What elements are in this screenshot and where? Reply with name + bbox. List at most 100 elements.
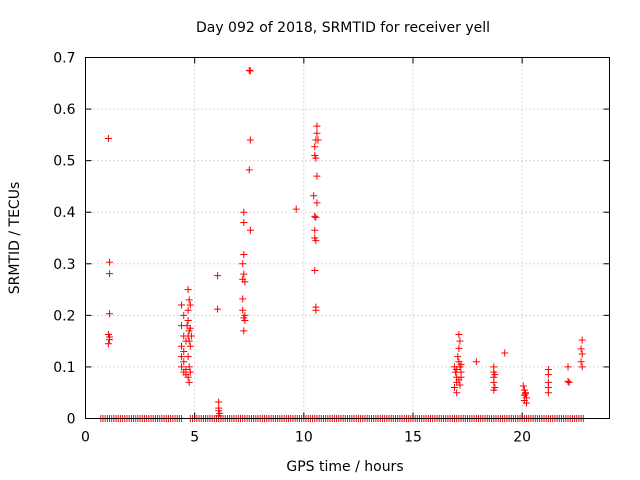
data-point bbox=[180, 358, 188, 366]
data-point bbox=[184, 353, 192, 361]
data-point bbox=[240, 251, 248, 259]
data-point bbox=[521, 390, 529, 398]
data-point bbox=[457, 360, 465, 368]
data-point bbox=[245, 166, 253, 174]
plot-area-frame bbox=[85, 57, 610, 419]
data-point bbox=[312, 237, 320, 245]
data-point bbox=[577, 358, 585, 366]
data-point bbox=[544, 389, 552, 397]
data-point bbox=[312, 154, 320, 162]
data-point bbox=[578, 350, 586, 358]
data-point bbox=[312, 213, 320, 221]
data-point bbox=[523, 399, 531, 407]
data-point bbox=[187, 332, 195, 340]
data-point bbox=[240, 208, 248, 216]
data-point bbox=[311, 212, 319, 220]
data-point bbox=[180, 311, 188, 319]
data-point bbox=[312, 306, 320, 314]
data-point bbox=[313, 122, 321, 130]
y-axis-label: SRMTID / TECUs bbox=[7, 182, 23, 295]
data-point bbox=[455, 344, 463, 352]
grid bbox=[85, 57, 610, 419]
data-point bbox=[311, 266, 319, 274]
x-tick-label: 15 bbox=[404, 430, 422, 446]
data-point bbox=[491, 371, 499, 379]
x-tick-label: 5 bbox=[190, 430, 199, 446]
data-point bbox=[104, 340, 112, 348]
data-point bbox=[214, 305, 222, 313]
data-point bbox=[239, 260, 247, 268]
data-point bbox=[106, 270, 114, 278]
y-tick-label: 0.3 bbox=[53, 257, 75, 273]
data-point bbox=[578, 363, 586, 371]
data-point bbox=[240, 270, 248, 278]
y-tick-label: 0.2 bbox=[53, 308, 75, 324]
x-axis-label: GPS time / hours bbox=[286, 459, 403, 475]
data-point bbox=[578, 336, 586, 344]
data-point bbox=[454, 353, 462, 361]
data-point bbox=[246, 226, 254, 234]
axis-ticks: 0 0.1 0.2 0.3 0.4 0.5 0.6 0.7 0 5 10 15 20 bbox=[53, 51, 610, 446]
data-point bbox=[178, 301, 186, 309]
data-points bbox=[97, 66, 587, 422]
data-point bbox=[455, 376, 463, 384]
data-point bbox=[186, 368, 194, 376]
data-point bbox=[106, 258, 114, 266]
data-point bbox=[246, 136, 254, 144]
data-point bbox=[313, 199, 321, 207]
data-point bbox=[564, 377, 572, 385]
data-point bbox=[501, 349, 509, 357]
y-tick-label: 0.5 bbox=[53, 154, 75, 170]
data-point bbox=[310, 192, 318, 200]
data-point bbox=[182, 337, 190, 345]
y-tick-label: 0.6 bbox=[53, 102, 75, 118]
data-point bbox=[313, 172, 321, 180]
data-point bbox=[472, 358, 480, 366]
data-point bbox=[106, 336, 114, 344]
data-point bbox=[185, 378, 193, 386]
data-point bbox=[519, 382, 527, 390]
data-point bbox=[178, 342, 186, 350]
data-point bbox=[313, 129, 321, 137]
data-point bbox=[178, 363, 186, 371]
y-tick-label: 0.7 bbox=[53, 51, 75, 67]
data-point bbox=[490, 378, 498, 386]
data-point bbox=[450, 384, 458, 392]
data-point bbox=[565, 378, 573, 386]
data-point bbox=[178, 353, 186, 361]
data-point bbox=[184, 306, 192, 314]
data-point bbox=[106, 310, 114, 318]
data-point bbox=[311, 143, 319, 151]
data-point bbox=[239, 295, 247, 303]
data-point bbox=[239, 306, 247, 314]
data-point bbox=[241, 317, 249, 325]
data-point bbox=[490, 386, 498, 394]
data-point bbox=[185, 363, 193, 371]
data-point bbox=[214, 272, 222, 280]
data-point bbox=[314, 136, 322, 144]
data-point bbox=[184, 317, 192, 325]
data-point bbox=[186, 342, 194, 350]
data-point bbox=[185, 296, 193, 304]
data-point bbox=[184, 373, 192, 381]
chart-title: Day 092 of 2018, SRMTID for receiver yel… bbox=[196, 20, 490, 36]
y-tick-label: 0 bbox=[67, 412, 76, 428]
x-tick-label: 0 bbox=[81, 430, 90, 446]
data-point bbox=[564, 363, 572, 371]
x-tick-label: 10 bbox=[295, 430, 313, 446]
data-point bbox=[240, 327, 248, 335]
x-tick-label: 20 bbox=[513, 430, 531, 446]
data-point bbox=[311, 226, 319, 234]
data-point bbox=[453, 366, 461, 374]
data-point bbox=[240, 219, 248, 227]
data-point bbox=[455, 330, 463, 338]
data-point bbox=[292, 205, 300, 213]
data-point bbox=[186, 301, 194, 309]
data-point bbox=[453, 389, 461, 397]
data-point bbox=[184, 286, 192, 294]
data-point bbox=[180, 347, 188, 355]
data-point bbox=[246, 67, 254, 75]
data-point bbox=[456, 381, 464, 389]
data-point bbox=[104, 134, 112, 142]
